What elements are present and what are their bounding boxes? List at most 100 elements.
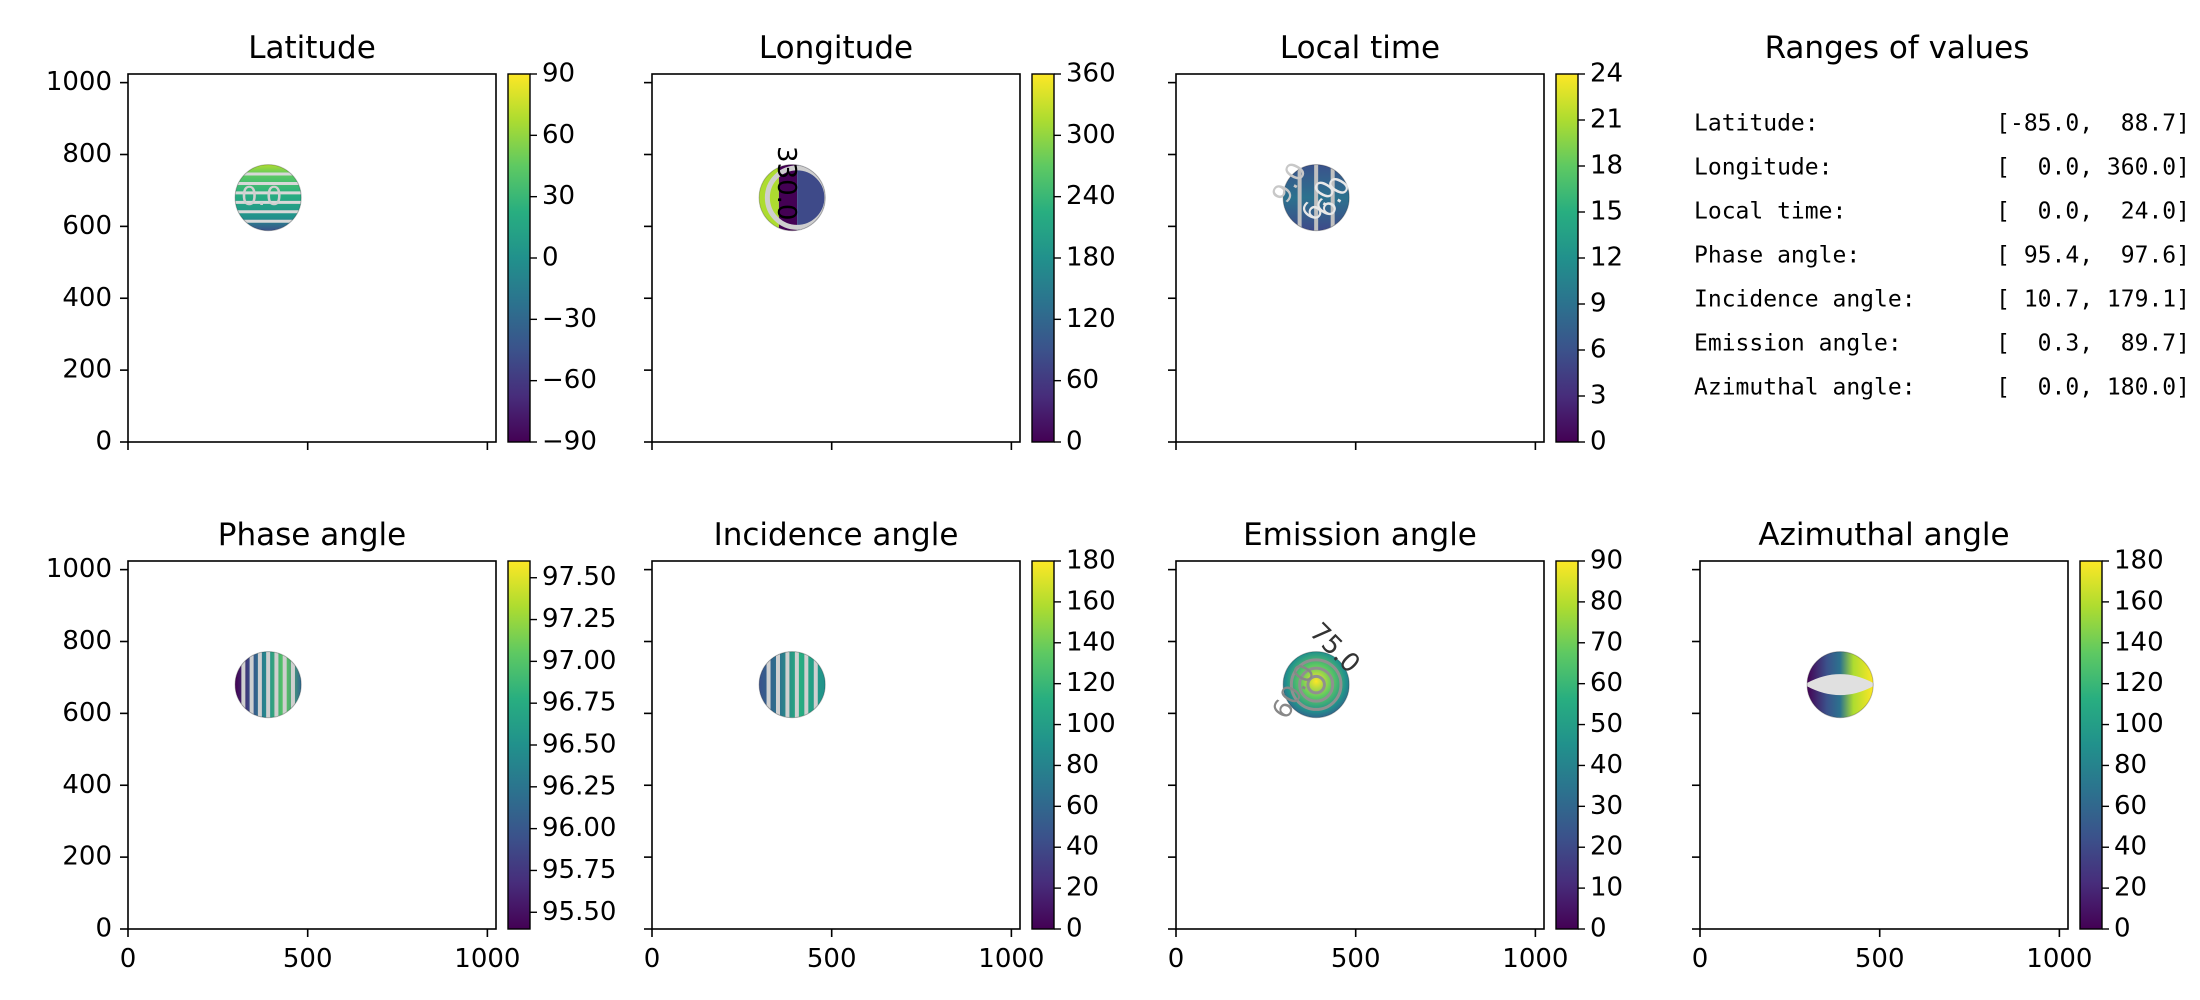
ranges-row-value: [ 0.0, 360.0] [1996, 155, 2190, 181]
ranges-row-label: Longitude: [1694, 155, 1832, 181]
longitude-contour-label: 330.0 [771, 146, 801, 220]
panels-layer: Latitude0.002004006008001000−90−60−30030… [46, 30, 2164, 974]
longitude-axes-frame [651, 73, 1021, 443]
ranges-row-value: [ 0.0, 180.0] [1996, 375, 2190, 401]
ranges-panel-title: Ranges of values [1765, 30, 2030, 66]
emission-angle-disk-fill [1283, 651, 1350, 718]
longitude-title: Longitude [759, 30, 913, 66]
emission-angle-disk-outline [1282, 651, 1350, 719]
emission-angle-colorbar-tick-label: 40 [1590, 750, 1623, 780]
incidence-angle-x-tick-label: 0 [644, 944, 661, 974]
phase-angle-colorbar-tick-label: 96.00 [542, 813, 616, 843]
longitude-colorbar-tick-label: 60 [1066, 365, 1099, 395]
ranges-row-label: Latitude: [1694, 111, 1819, 137]
local-time-axes-frame [1175, 73, 1545, 443]
azimuthal-angle-title: Azimuthal angle [1758, 517, 2009, 553]
incidence-angle-x-tick-label: 1000 [978, 944, 1044, 974]
latitude-colorbar-tick-label: 0 [542, 243, 559, 273]
incidence-angle-colorbar-tick-label: 100 [1066, 709, 1116, 739]
incidence-angle-colorbar [1031, 560, 1055, 930]
phase-angle-colorbar [507, 560, 531, 930]
azimuthal-angle-colorbar-tick-label: 80 [2114, 750, 2147, 780]
longitude-panel: Longitude 330.0 0 60 120 180 240 300 360 [644, 30, 1116, 457]
ranges-panel: Ranges of values Latitude: [-85.0, 88.7]L… [1694, 30, 2190, 401]
local-time-colorbar-tick-label: 9 [1590, 289, 1607, 319]
emission-angle-x-tick-label: 1000 [1502, 944, 1568, 974]
ranges-row-value: [ 0.0, 24.0] [1996, 199, 2190, 225]
azimuthal-angle-disk [1807, 651, 1874, 718]
azimuthal-angle-disk-outline [1806, 651, 1874, 719]
emission-angle-disk [1283, 651, 1350, 718]
latitude-y-tick-label: 1000 [46, 67, 112, 97]
latitude-y-tick-label: 200 [62, 355, 112, 385]
phase-angle-y-tick-label: 800 [62, 626, 112, 656]
azimuthal-angle-colorbar [2079, 560, 2103, 930]
incidence-angle-panel: Incidence angle 0 500 1000 0 20 40 60 80 100 120 14… [644, 517, 1116, 974]
emission-angle-colorbar-tick-label: 50 [1590, 709, 1623, 739]
latitude-y-tick-label: 600 [62, 211, 112, 241]
emission-angle-colorbar-tick-label: 90 [1590, 546, 1623, 576]
latitude-panel: Latitude 0.0 0 200 400 600 800 1000 −90 −60 −30 0 30… [46, 30, 597, 457]
latitude-disk-outline [234, 164, 302, 232]
phase-angle-title: Phase angle [218, 517, 406, 553]
latitude-colorbar-tick-label: −30 [542, 304, 597, 334]
latitude-y-tick-label: 800 [62, 139, 112, 169]
phase-angle-colorbar-tick-label: 97.25 [542, 604, 616, 634]
longitude-colorbar-tick-label: 0 [1066, 427, 1083, 457]
azimuthal-angle-colorbar-tick-label: 0 [2114, 914, 2131, 944]
local-time-colorbar-tick-label: 6 [1590, 335, 1607, 365]
ranges-row-label: Phase angle: [1694, 243, 1860, 269]
emission-angle-contour [1306, 674, 1326, 695]
longitude-disk-outline [758, 164, 826, 232]
latitude-y-tick-label: 0 [95, 427, 112, 457]
phase-angle-y-tick-label: 0 [95, 914, 112, 944]
emission-angle-x-tick-label: 0 [1168, 944, 1185, 974]
incidence-angle-disk-outline [758, 651, 826, 719]
phase-angle-colorbar-tick-label: 97.50 [542, 562, 616, 592]
incidence-angle-colorbar-tick-label: 180 [1066, 546, 1116, 576]
incidence-angle-axes-frame [651, 560, 1021, 930]
emission-angle-colorbar-tick-label: 70 [1590, 627, 1623, 657]
ranges-row-label: Local time: [1694, 199, 1846, 225]
latitude-colorbar-tick-label: −90 [542, 427, 597, 457]
azimuthal-angle-colorbar-tick-label: 140 [2114, 627, 2164, 657]
phase-angle-disk [235, 651, 302, 718]
incidence-angle-colorbar-tick-label: 160 [1066, 586, 1116, 616]
local-time-colorbar-tick-label: 0 [1590, 427, 1607, 457]
phase-angle-x-tick-label: 500 [283, 944, 333, 974]
incidence-angle-title: Incidence angle [714, 517, 959, 553]
ranges-rows: Latitude: [-85.0, 88.7] Longitude: [ 0.0, 3… [1694, 111, 2190, 401]
local-time-title: Local time [1280, 30, 1440, 66]
emission-angle-x-tick-label: 500 [1331, 944, 1381, 974]
phase-angle-axes-frame [127, 560, 497, 930]
ranges-row-label: Azimuthal angle: [1694, 375, 1916, 401]
local-time-disk-outline [1282, 164, 1350, 232]
azimuthal-angle-colorbar-tick-label: 180 [2114, 546, 2164, 576]
longitude-colorbar [1031, 73, 1055, 443]
longitude-disk-region [778, 164, 798, 231]
local-time-colorbar-tick-label: 21 [1590, 105, 1623, 135]
azimuthal-angle-colorbar-tick-label: 120 [2114, 668, 2164, 698]
local-time-disk [1283, 164, 1350, 231]
phase-angle-y-tick-label: 1000 [46, 554, 112, 584]
azimuthal-angle-x-tick-label: 1000 [2026, 944, 2092, 974]
phase-angle-x-tick-label: 1000 [454, 944, 520, 974]
latitude-axes-frame [127, 73, 497, 443]
azimuthal-angle-colorbar-tick-label: 100 [2114, 709, 2164, 739]
incidence-angle-disk [759, 651, 826, 718]
latitude-y-tick-label: 400 [62, 283, 112, 313]
emission-angle-axes-frame [1175, 560, 1545, 930]
local-time-colorbar-tick-label: 3 [1590, 381, 1607, 411]
emission-angle-colorbar-tick-label: 30 [1590, 791, 1623, 821]
emission-angle-colorbar-tick-label: 80 [1590, 586, 1623, 616]
azimuthal-angle-colorbar-tick-label: 40 [2114, 832, 2147, 862]
phase-angle-disk-outline [234, 651, 302, 719]
phase-angle-colorbar-tick-label: 96.25 [542, 771, 616, 801]
latitude-contour-label: 0.0 [241, 182, 282, 212]
azimuthal-angle-colorbar-tick-label: 60 [2114, 791, 2147, 821]
longitude-colorbar-tick-label: 360 [1066, 59, 1116, 89]
azimuthal-angle-x-tick-label: 0 [1692, 944, 1709, 974]
